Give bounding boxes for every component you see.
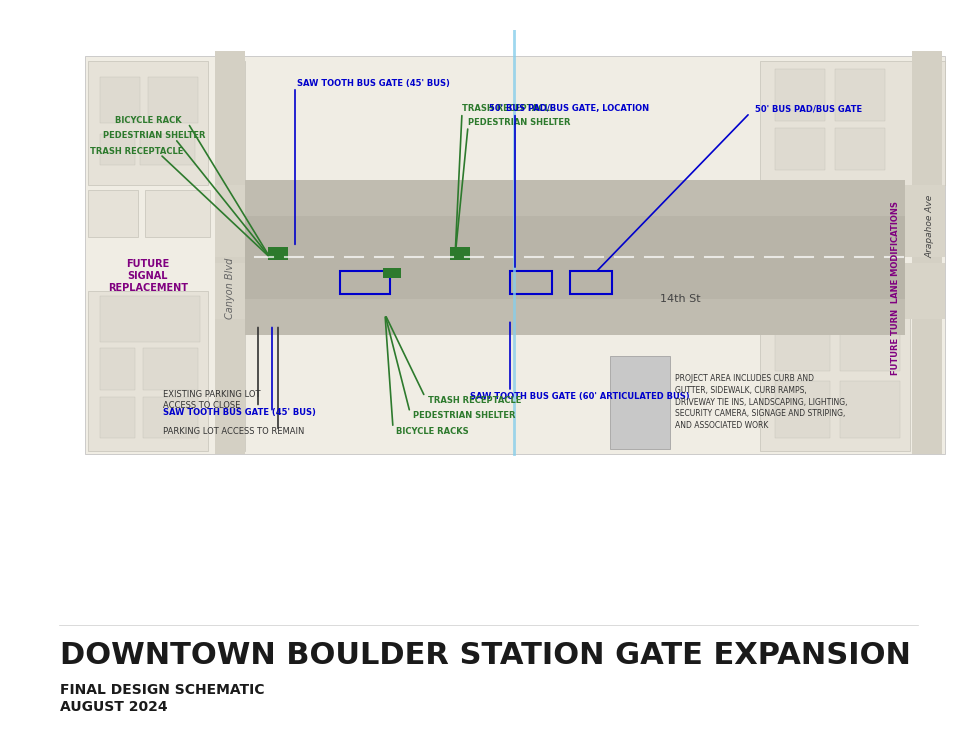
Bar bbox=[760, 61, 945, 185]
Text: 50' BUS PAD/BUS GATE: 50' BUS PAD/BUS GATE bbox=[755, 104, 862, 113]
Bar bbox=[100, 77, 140, 123]
Text: TRASH RECEPTACLE: TRASH RECEPTACLE bbox=[428, 396, 522, 405]
Text: PEDESTRIAN SHELTER: PEDESTRIAN SHELTER bbox=[103, 131, 205, 140]
Bar bbox=[143, 397, 198, 439]
Bar bbox=[840, 381, 900, 439]
Text: FUTURE
SIGNAL
REPLACEMENT: FUTURE SIGNAL REPLACEMENT bbox=[108, 259, 188, 294]
Bar bbox=[610, 356, 670, 448]
Text: TRASH RECEPTACLE: TRASH RECEPTACLE bbox=[90, 146, 184, 156]
Bar bbox=[215, 185, 945, 257]
Bar bbox=[100, 348, 135, 390]
Text: Canyon Blvd: Canyon Blvd bbox=[225, 257, 235, 319]
Bar bbox=[88, 291, 208, 451]
Bar bbox=[510, 271, 552, 294]
Text: Arapahoe Ave: Arapahoe Ave bbox=[925, 195, 934, 258]
Bar bbox=[143, 348, 198, 390]
Bar bbox=[245, 180, 905, 335]
Bar bbox=[245, 216, 905, 299]
Text: DOWNTOWN BOULDER STATION GATE EXPANSION: DOWNTOWN BOULDER STATION GATE EXPANSION bbox=[60, 640, 911, 670]
Bar bbox=[215, 51, 245, 454]
Text: SAW TOOTH BUS GATE (45' BUS): SAW TOOTH BUS GATE (45' BUS) bbox=[297, 79, 449, 88]
Bar bbox=[775, 381, 830, 439]
Text: PROJECT AREA INCLUDES CURB AND
GUTTER, SIDEWALK, CURB RAMPS,
DRIVEWAY TIE INS, L: PROJECT AREA INCLUDES CURB AND GUTTER, S… bbox=[675, 374, 847, 430]
Bar bbox=[835, 69, 885, 121]
Bar bbox=[775, 309, 830, 371]
Bar bbox=[775, 128, 825, 170]
Bar bbox=[835, 128, 885, 170]
Text: SAW TOOTH BUS GATE (45' BUS): SAW TOOTH BUS GATE (45' BUS) bbox=[163, 408, 316, 417]
Bar bbox=[140, 134, 195, 165]
Text: PARKING LOT ACCESS TO REMAIN: PARKING LOT ACCESS TO REMAIN bbox=[163, 427, 305, 436]
Text: AUGUST 2024: AUGUST 2024 bbox=[60, 700, 168, 714]
Bar bbox=[88, 61, 208, 185]
Bar bbox=[88, 190, 138, 237]
Bar bbox=[100, 397, 135, 439]
Bar bbox=[100, 296, 200, 342]
Bar bbox=[383, 268, 401, 278]
Text: BICYCLE RACK: BICYCLE RACK bbox=[115, 116, 182, 125]
Text: FUTURE TURN  LANE MODIFICATIONS: FUTURE TURN LANE MODIFICATIONS bbox=[890, 202, 900, 375]
Text: PEDESTRIAN SHELTER: PEDESTRIAN SHELTER bbox=[468, 118, 571, 127]
Bar bbox=[840, 309, 900, 371]
Text: 14th St: 14th St bbox=[659, 294, 701, 304]
Bar bbox=[450, 247, 470, 260]
Text: FINAL DESIGN SCHEMATIC: FINAL DESIGN SCHEMATIC bbox=[60, 683, 265, 697]
Bar bbox=[340, 271, 390, 294]
Bar bbox=[268, 247, 288, 260]
Bar bbox=[912, 51, 942, 454]
Bar bbox=[100, 134, 135, 165]
Bar bbox=[760, 291, 910, 451]
Text: EXISTING PARKING LOT
ACCESS TO CLOSE: EXISTING PARKING LOT ACCESS TO CLOSE bbox=[163, 390, 261, 410]
Bar bbox=[570, 271, 612, 294]
Bar bbox=[912, 51, 942, 454]
Text: BICYCLE RACKS: BICYCLE RACKS bbox=[396, 427, 469, 436]
Bar bbox=[775, 69, 825, 121]
Bar bbox=[215, 291, 245, 451]
Text: 50' BUS PAD/BUS GATE, LOCATION: 50' BUS PAD/BUS GATE, LOCATION bbox=[489, 104, 649, 113]
Bar bbox=[145, 190, 210, 237]
Bar bbox=[148, 77, 198, 123]
Text: SAW TOOTH BUS GATE (60' ARTICULATED BUS): SAW TOOTH BUS GATE (60' ARTICULATED BUS) bbox=[470, 393, 690, 402]
Text: PEDESTRIAN SHELTER: PEDESTRIAN SHELTER bbox=[413, 411, 516, 420]
Bar bbox=[215, 61, 245, 185]
Text: TRASH RECEPTACLE: TRASH RECEPTACLE bbox=[462, 104, 555, 113]
Bar bbox=[215, 263, 945, 319]
Bar bbox=[85, 56, 945, 454]
